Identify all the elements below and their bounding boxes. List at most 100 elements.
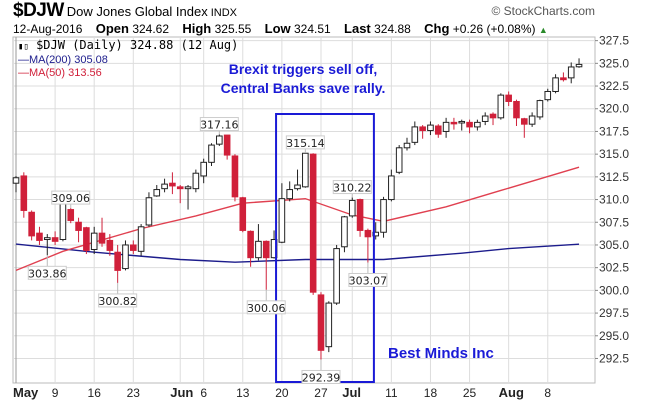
candle-down — [309, 153, 317, 293]
candle-up — [145, 197, 153, 226]
candle-up — [497, 94, 505, 119]
up-arrow-icon: ▲ — [538, 25, 548, 35]
quote-bar: 12-Aug-2016 Open 324.62 High 325.55 Low … — [13, 22, 548, 37]
y-tick-label: 325.0 — [599, 56, 629, 70]
candle-down — [356, 199, 364, 231]
x-tick-label: 9 — [52, 386, 59, 400]
candle-up — [411, 126, 419, 143]
candle-up — [474, 121, 481, 128]
chart-title: $DJW Dow Jones Global Index INDX — [13, 1, 237, 21]
candle-up — [348, 199, 356, 217]
candle-down — [20, 175, 28, 211]
candle-down — [51, 237, 59, 242]
candle-down — [247, 230, 254, 259]
candle-up — [137, 226, 145, 252]
candle-down — [231, 155, 239, 198]
candle-down — [130, 244, 137, 251]
y-tick-label: 315.0 — [599, 147, 629, 161]
y-tick-label: 327.5 — [599, 34, 629, 48]
watermark-text: Best Minds Inc — [388, 345, 494, 362]
candle-up — [567, 66, 575, 79]
candle-down — [223, 134, 231, 156]
candle-up — [427, 124, 434, 132]
label-box — [246, 300, 286, 315]
x-tick-label: 11 — [385, 386, 398, 400]
low-value: 324.51 — [293, 22, 331, 36]
legend-ma50-text: MA(50) 313.56 — [29, 67, 102, 79]
candle-down — [176, 186, 184, 190]
x-tick-label: 25 — [463, 386, 477, 400]
candle-up — [161, 183, 168, 190]
x-tick-label: 8 — [544, 386, 551, 400]
candle-up — [255, 240, 262, 259]
legend: ▮▯ $DJW (Daily) 324.88 (12 Aug) —MA(200)… — [18, 39, 238, 80]
candle-down — [83, 227, 90, 251]
candle-up — [122, 244, 129, 270]
candle-up — [192, 172, 200, 190]
candle-up — [325, 302, 333, 348]
price-label: 300.82 — [98, 295, 137, 308]
candle-down — [419, 126, 426, 132]
annotation-line1: Brexit triggers sell off, — [228, 61, 378, 77]
x-tick-label: 27 — [314, 386, 328, 400]
candle-down — [317, 294, 325, 351]
candle-down — [489, 113, 497, 119]
candle-up — [278, 198, 286, 243]
candle-down — [505, 94, 512, 102]
x-tick-label: 16 — [88, 386, 102, 400]
chg-label: Chg — [424, 21, 450, 36]
candle-up — [395, 147, 403, 173]
candle-up — [59, 200, 67, 241]
candle-down — [513, 100, 520, 119]
candle-up — [208, 144, 215, 163]
candle-down — [262, 240, 270, 259]
y-tick-label: 322.5 — [599, 79, 629, 93]
legend-price-text: $DJW (Daily) 324.88 (12 Aug) — [36, 38, 239, 52]
legend-ma200-text: MA(200) 305.08 — [29, 54, 108, 66]
candle-up — [403, 142, 411, 149]
high-value: 325.55 — [214, 22, 252, 36]
label-box — [27, 265, 67, 280]
candle-down — [169, 182, 176, 187]
legend-ma200: —MA(200) 305.08 — [18, 54, 108, 66]
candle-up — [481, 115, 489, 122]
label-box — [348, 272, 388, 287]
x-tick-label: Aug — [499, 385, 524, 400]
candle-up — [528, 115, 536, 125]
candle-down — [434, 125, 442, 135]
quote-date: 12-Aug-2016 — [13, 22, 83, 36]
legend-price: ▮▯ $DJW (Daily) 324.88 (12 Aug) — [18, 39, 238, 54]
candle-up — [302, 152, 309, 188]
y-tick-label: 305.0 — [599, 238, 629, 252]
y-tick-label: 310.0 — [599, 193, 629, 207]
price-label: 310.22 — [333, 182, 372, 195]
candle-down — [75, 221, 82, 231]
y-tick-label: 300.0 — [599, 283, 629, 297]
candle-down — [106, 239, 114, 251]
price-label: 292.39 — [302, 371, 341, 384]
x-tick-label: Jul — [342, 385, 361, 400]
open-label: Open — [95, 21, 129, 36]
candle-up — [552, 77, 559, 92]
y-tick-label: 317.5 — [599, 124, 629, 138]
candle-down — [67, 209, 75, 221]
x-tick-label: 6 — [200, 386, 207, 400]
exchange: INDX — [210, 7, 237, 19]
open-value: 324.62 — [132, 22, 170, 36]
candle-up — [380, 199, 387, 233]
y-tick-label: 297.5 — [599, 306, 629, 320]
candle-up — [294, 184, 301, 190]
ma50-line — [15, 166, 580, 272]
candle-up — [442, 121, 450, 132]
label-box — [98, 293, 138, 308]
candle-down — [114, 251, 121, 271]
x-tick-label: 23 — [127, 386, 141, 400]
candle-down — [560, 77, 567, 81]
x-tick-label: 13 — [236, 386, 250, 400]
low-label: Low — [264, 21, 291, 36]
y-tick-label: 320.0 — [599, 102, 629, 116]
price-label: 309.06 — [51, 192, 90, 205]
index-name: Dow Jones Global Index — [66, 4, 208, 19]
symbol: $DJW — [13, 0, 64, 21]
